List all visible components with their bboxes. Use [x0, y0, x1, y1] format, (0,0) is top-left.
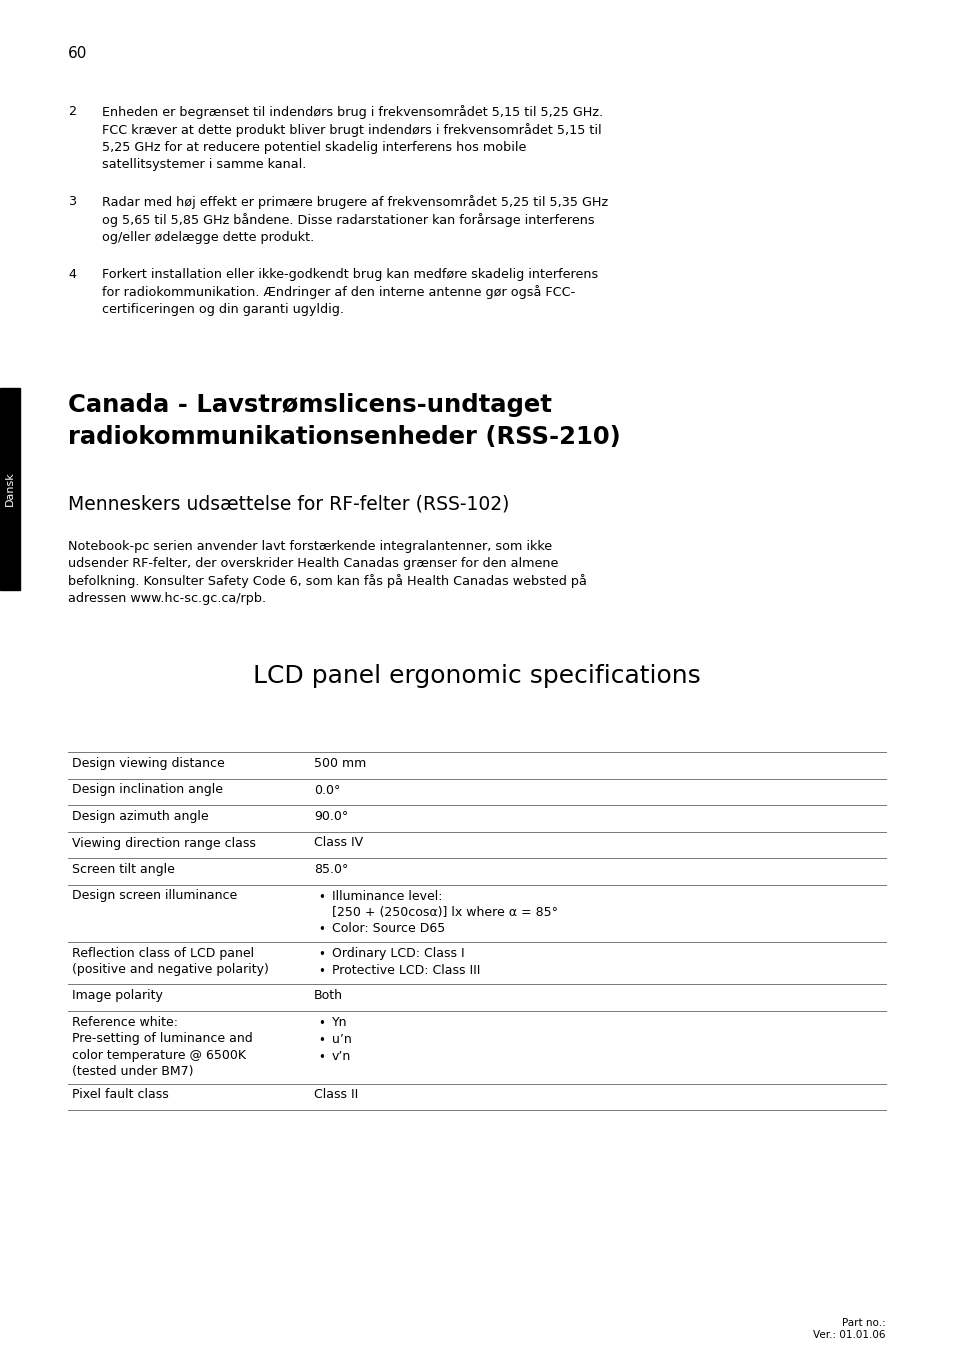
Text: Ver.: 01.01.06: Ver.: 01.01.06 [813, 1331, 885, 1340]
Text: 3: 3 [68, 194, 76, 208]
Text: 500 mm: 500 mm [314, 757, 366, 769]
Text: Class IV: Class IV [314, 836, 363, 850]
Text: Part no.:: Part no.: [841, 1318, 885, 1328]
Text: Ordinary LCD: Class I: Ordinary LCD: Class I [332, 947, 464, 960]
Text: LCD panel ergonomic specifications: LCD panel ergonomic specifications [253, 664, 700, 689]
Text: Class II: Class II [314, 1088, 358, 1102]
Text: •: • [317, 947, 325, 961]
Text: Protective LCD: Class III: Protective LCD: Class III [332, 965, 480, 977]
Text: Design viewing distance: Design viewing distance [71, 757, 225, 769]
Text: radiokommunikationsenheder (RSS-210): radiokommunikationsenheder (RSS-210) [68, 424, 620, 449]
Text: •: • [317, 1051, 325, 1065]
Text: 85.0°: 85.0° [314, 862, 348, 876]
Bar [0, 387, 20, 590]
Text: Design azimuth angle: Design azimuth angle [71, 810, 209, 823]
Text: 60: 60 [68, 47, 88, 62]
Text: Forkert installation eller ikke-godkendt brug kan medføre skadelig interferens
f: Forkert installation eller ikke-godkendt… [102, 268, 598, 316]
Text: Canada - Lavstrømslicens-undtaget: Canada - Lavstrømslicens-undtaget [68, 393, 551, 418]
Text: Color: Source D65: Color: Source D65 [332, 923, 445, 935]
Text: Menneskers udsættelse for RF-felter (RSS-102): Menneskers udsættelse for RF-felter (RSS… [68, 494, 509, 513]
Text: u’n: u’n [332, 1034, 352, 1046]
Text: Enheden er begrænset til indendørs brug i frekvensområdet 5,15 til 5,25 GHz.
FCC: Enheden er begrænset til indendørs brug … [102, 105, 602, 171]
Text: 2: 2 [68, 105, 76, 118]
Text: Reference white:
Pre-setting of luminance and
color temperature @ 6500K
(tested : Reference white: Pre-setting of luminanc… [71, 1016, 253, 1077]
Text: Pixel fault class: Pixel fault class [71, 1088, 169, 1102]
Text: Dansk: Dansk [5, 472, 15, 507]
Text: v’n: v’n [332, 1050, 351, 1064]
Text: 0.0°: 0.0° [314, 783, 340, 797]
Text: •: • [317, 1034, 325, 1047]
Text: Illuminance level:
[250 + (250cosα)] lx where α = 85°: Illuminance level: [250 + (250cosα)] lx … [332, 890, 558, 919]
Text: Design inclination angle: Design inclination angle [71, 783, 223, 797]
Text: Notebook-pc serien anvender lavt forstærkende integralantenner, som ikke
udsende: Notebook-pc serien anvender lavt forstær… [68, 539, 586, 605]
Text: Both: Both [314, 988, 343, 1002]
Text: Design screen illuminance: Design screen illuminance [71, 890, 237, 902]
Text: Image polarity: Image polarity [71, 988, 163, 1002]
Text: Reflection class of LCD panel
(positive and negative polarity): Reflection class of LCD panel (positive … [71, 947, 269, 976]
Text: •: • [317, 1017, 325, 1029]
Text: 4: 4 [68, 268, 76, 281]
Text: Yn: Yn [332, 1016, 347, 1028]
Text: Radar med høj effekt er primære brugere af frekvensområdet 5,25 til 5,35 GHz
og : Radar med høj effekt er primære brugere … [102, 194, 607, 244]
Text: •: • [317, 924, 325, 936]
Text: Screen tilt angle: Screen tilt angle [71, 862, 174, 876]
Text: Viewing direction range class: Viewing direction range class [71, 836, 255, 850]
Text: •: • [317, 890, 325, 904]
Text: 90.0°: 90.0° [314, 810, 348, 823]
Text: •: • [317, 965, 325, 979]
